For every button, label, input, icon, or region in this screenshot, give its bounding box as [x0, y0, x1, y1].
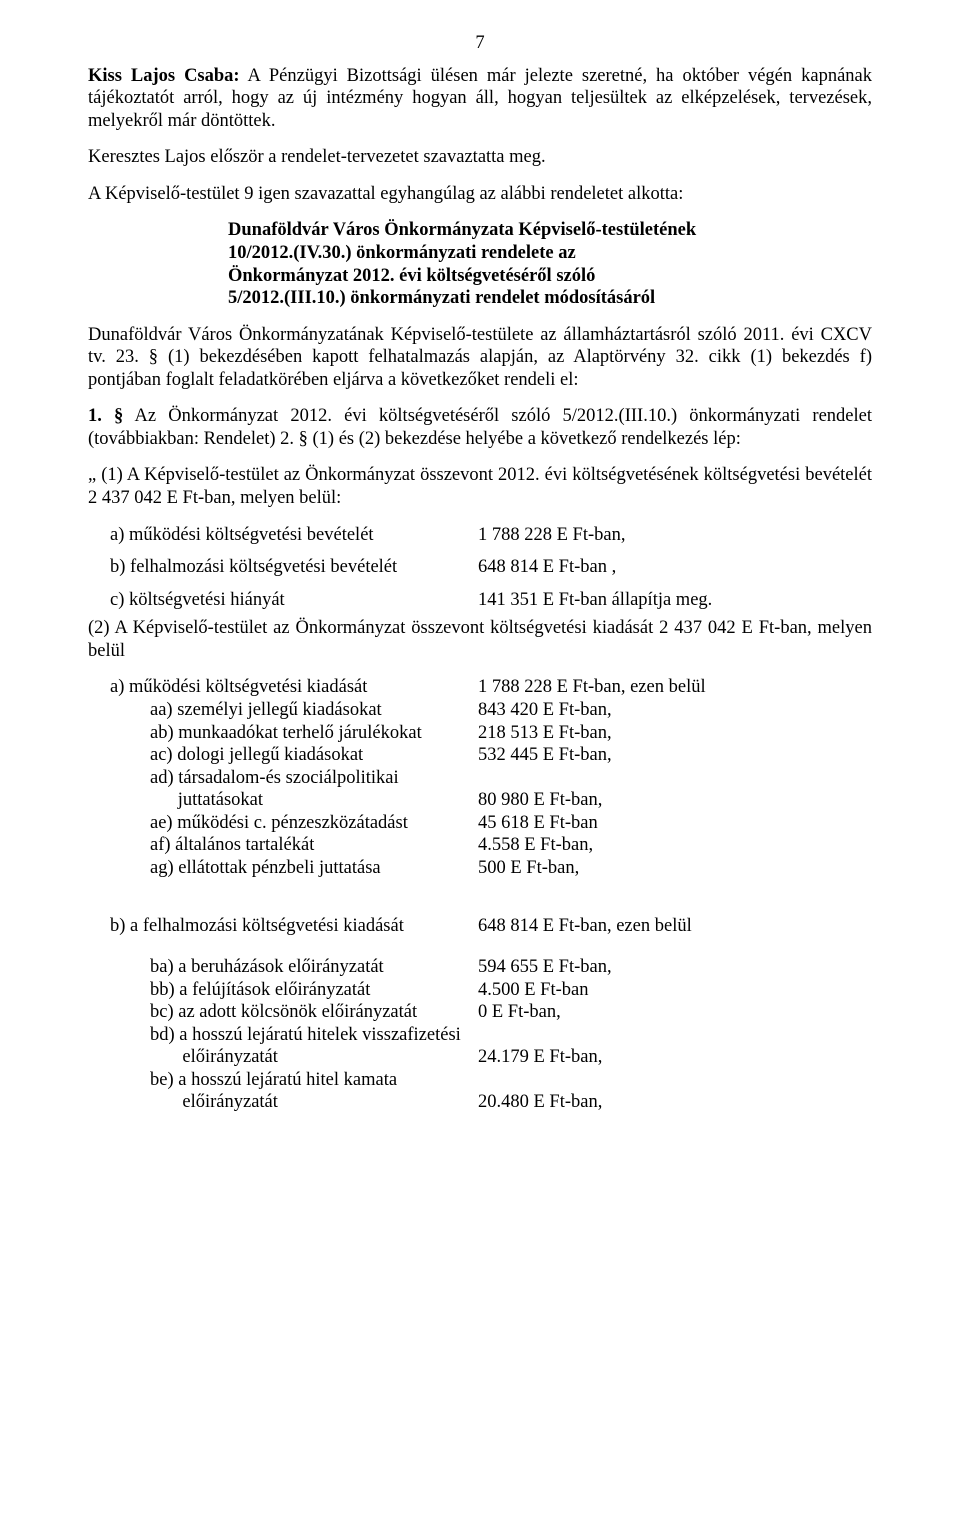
revenue-b: b) felhalmozási költségvetési bevételét …: [88, 556, 872, 579]
spend-ae-value: 45 618 E Ft-ban: [478, 812, 872, 835]
decree-title-line-2: 10/2012.(IV.30.) önkormányzati rendelete…: [228, 242, 872, 265]
spend-ad-label: juttatásokat: [150, 789, 478, 812]
spend-ac: ac) dologi jellegű kiadásokat 532 445 E …: [88, 744, 872, 767]
spend-a: a) működési költségvetési kiadását 1 788…: [88, 676, 872, 699]
spend-bd-label: előirányzatát: [150, 1046, 478, 1069]
paragraph-5: (2) A Képviselő-testület az Önkormányzat…: [88, 617, 872, 662]
revenue-b-label: b) felhalmozási költségvetési bevételét: [110, 556, 478, 579]
spend-b-value: 648 814 E Ft-ban, ezen belül: [478, 915, 872, 938]
spend-ba: ba) a beruházások előirányzatát 594 655 …: [88, 956, 872, 979]
decree-title-line-3: Önkormányzat 2012. évi költségvetéséről …: [228, 265, 872, 288]
spend-ad-value: 80 980 E Ft-ban,: [478, 789, 872, 812]
spend-ac-value: 532 445 E Ft-ban,: [478, 744, 872, 767]
section-1-number: 1. §: [88, 406, 123, 426]
spend-b-label: b) a felhalmozási költségvetési kiadását: [110, 915, 478, 938]
decree-title-line-1: Dunaföldvár Város Önkormányzata Képvisel…: [228, 219, 872, 242]
section-1-body: Az Önkormányzat 2012. évi költségvetésér…: [88, 406, 872, 449]
spend-bb-label: bb) a felújítások előirányzatát: [150, 979, 478, 1002]
spend-a-value: 1 788 228 E Ft-ban, ezen belül: [478, 676, 872, 699]
speaker-name: Kiss Lajos Csaba:: [88, 66, 240, 86]
spend-be-label: előirányzatát: [150, 1091, 478, 1114]
revenue-a-label: a) működési költségvetési bevételét: [110, 524, 478, 547]
revenue-c-value: 141 351 E Ft-ban állapítja meg.: [478, 589, 872, 612]
spend-bc: bc) az adott kölcsönök előirányzatát 0 E…: [88, 1001, 872, 1024]
spend-ae-label: ae) működési c. pénzeszközátadást: [150, 812, 478, 835]
spend-be-line1: be) a hosszú lejáratú hitel kamata: [88, 1069, 872, 1092]
spend-ba-label: ba) a beruházások előirányzatát: [150, 956, 478, 979]
spend-ab-value: 218 513 E Ft-ban,: [478, 722, 872, 745]
revenue-a-value: 1 788 228 E Ft-ban,: [478, 524, 872, 547]
spend-be: előirányzatát 20.480 E Ft-ban,: [88, 1091, 872, 1114]
spend-ad: juttatásokat 80 980 E Ft-ban,: [88, 789, 872, 812]
decree-title: Dunaföldvár Város Önkormányzata Képvisel…: [88, 219, 872, 309]
paragraph-2: Keresztes Lajos először a rendelet-terve…: [88, 146, 872, 169]
section-1: 1. § Az Önkormányzat 2012. évi költségve…: [88, 405, 872, 450]
spend-aa-value: 843 420 E Ft-ban,: [478, 699, 872, 722]
revenue-a: a) működési költségvetési bevételét 1 78…: [88, 524, 872, 547]
spend-ab: ab) munkaadókat terhelő járulékokat 218 …: [88, 722, 872, 745]
spend-bb-value: 4.500 E Ft-ban: [478, 979, 872, 1002]
spend-b: b) a felhalmozási költségvetési kiadását…: [88, 915, 872, 938]
spend-ac-label: ac) dologi jellegű kiadásokat: [150, 744, 478, 767]
spend-be-value: 20.480 E Ft-ban,: [478, 1091, 872, 1114]
spend-ba-value: 594 655 E Ft-ban,: [478, 956, 872, 979]
spend-ag-label: ag) ellátottak pénzbeli juttatása: [150, 857, 478, 880]
spend-ae: ae) működési c. pénzeszközátadást 45 618…: [88, 812, 872, 835]
paragraph-1: Kiss Lajos Csaba: A Pénzügyi Bizottsági …: [88, 65, 872, 133]
spend-ag-value: 500 E Ft-ban,: [478, 857, 872, 880]
revenue-b-value: 648 814 E Ft-ban ,: [478, 556, 872, 579]
decree-title-line-4: 5/2012.(III.10.) önkormányzati rendelet …: [228, 287, 872, 310]
spend-a-label: a) működési költségvetési kiadását: [110, 676, 478, 699]
spend-aa-label: aa) személyi jellegű kiadásokat: [150, 699, 478, 722]
revenue-c-label: c) költségvetési hiányát: [110, 589, 478, 612]
spend-af-label: af) általános tartalékát: [150, 834, 478, 857]
spend-bd-value: 24.179 E Ft-ban,: [478, 1046, 872, 1069]
spend-bd-line1: bd) a hosszú lejáratú hitelek visszafize…: [88, 1024, 872, 1047]
revenue-c: c) költségvetési hiányát 141 351 E Ft-ba…: [88, 589, 872, 612]
spend-bc-value: 0 E Ft-ban,: [478, 1001, 872, 1024]
paragraph-4: Dunaföldvár Város Önkormányzatának Képvi…: [88, 324, 872, 392]
spend-ad-line1: ad) társadalom-és szociálpolitikai: [88, 767, 872, 790]
quote-lead: „ (1) A Képviselő-testület az Önkormányz…: [88, 464, 872, 509]
spend-ag: ag) ellátottak pénzbeli juttatása 500 E …: [88, 857, 872, 880]
spend-af: af) általános tartalékát 4.558 E Ft-ban,: [88, 834, 872, 857]
paragraph-3: A Képviselő-testület 9 igen szavazattal …: [88, 183, 872, 206]
page-number: 7: [88, 32, 872, 55]
spend-aa: aa) személyi jellegű kiadásokat 843 420 …: [88, 699, 872, 722]
spend-bb: bb) a felújítások előirányzatát 4.500 E …: [88, 979, 872, 1002]
spend-af-value: 4.558 E Ft-ban,: [478, 834, 872, 857]
spend-ab-label: ab) munkaadókat terhelő járulékokat: [150, 722, 478, 745]
spend-bd: előirányzatát 24.179 E Ft-ban,: [88, 1046, 872, 1069]
spend-bc-label: bc) az adott kölcsönök előirányzatát: [150, 1001, 478, 1024]
